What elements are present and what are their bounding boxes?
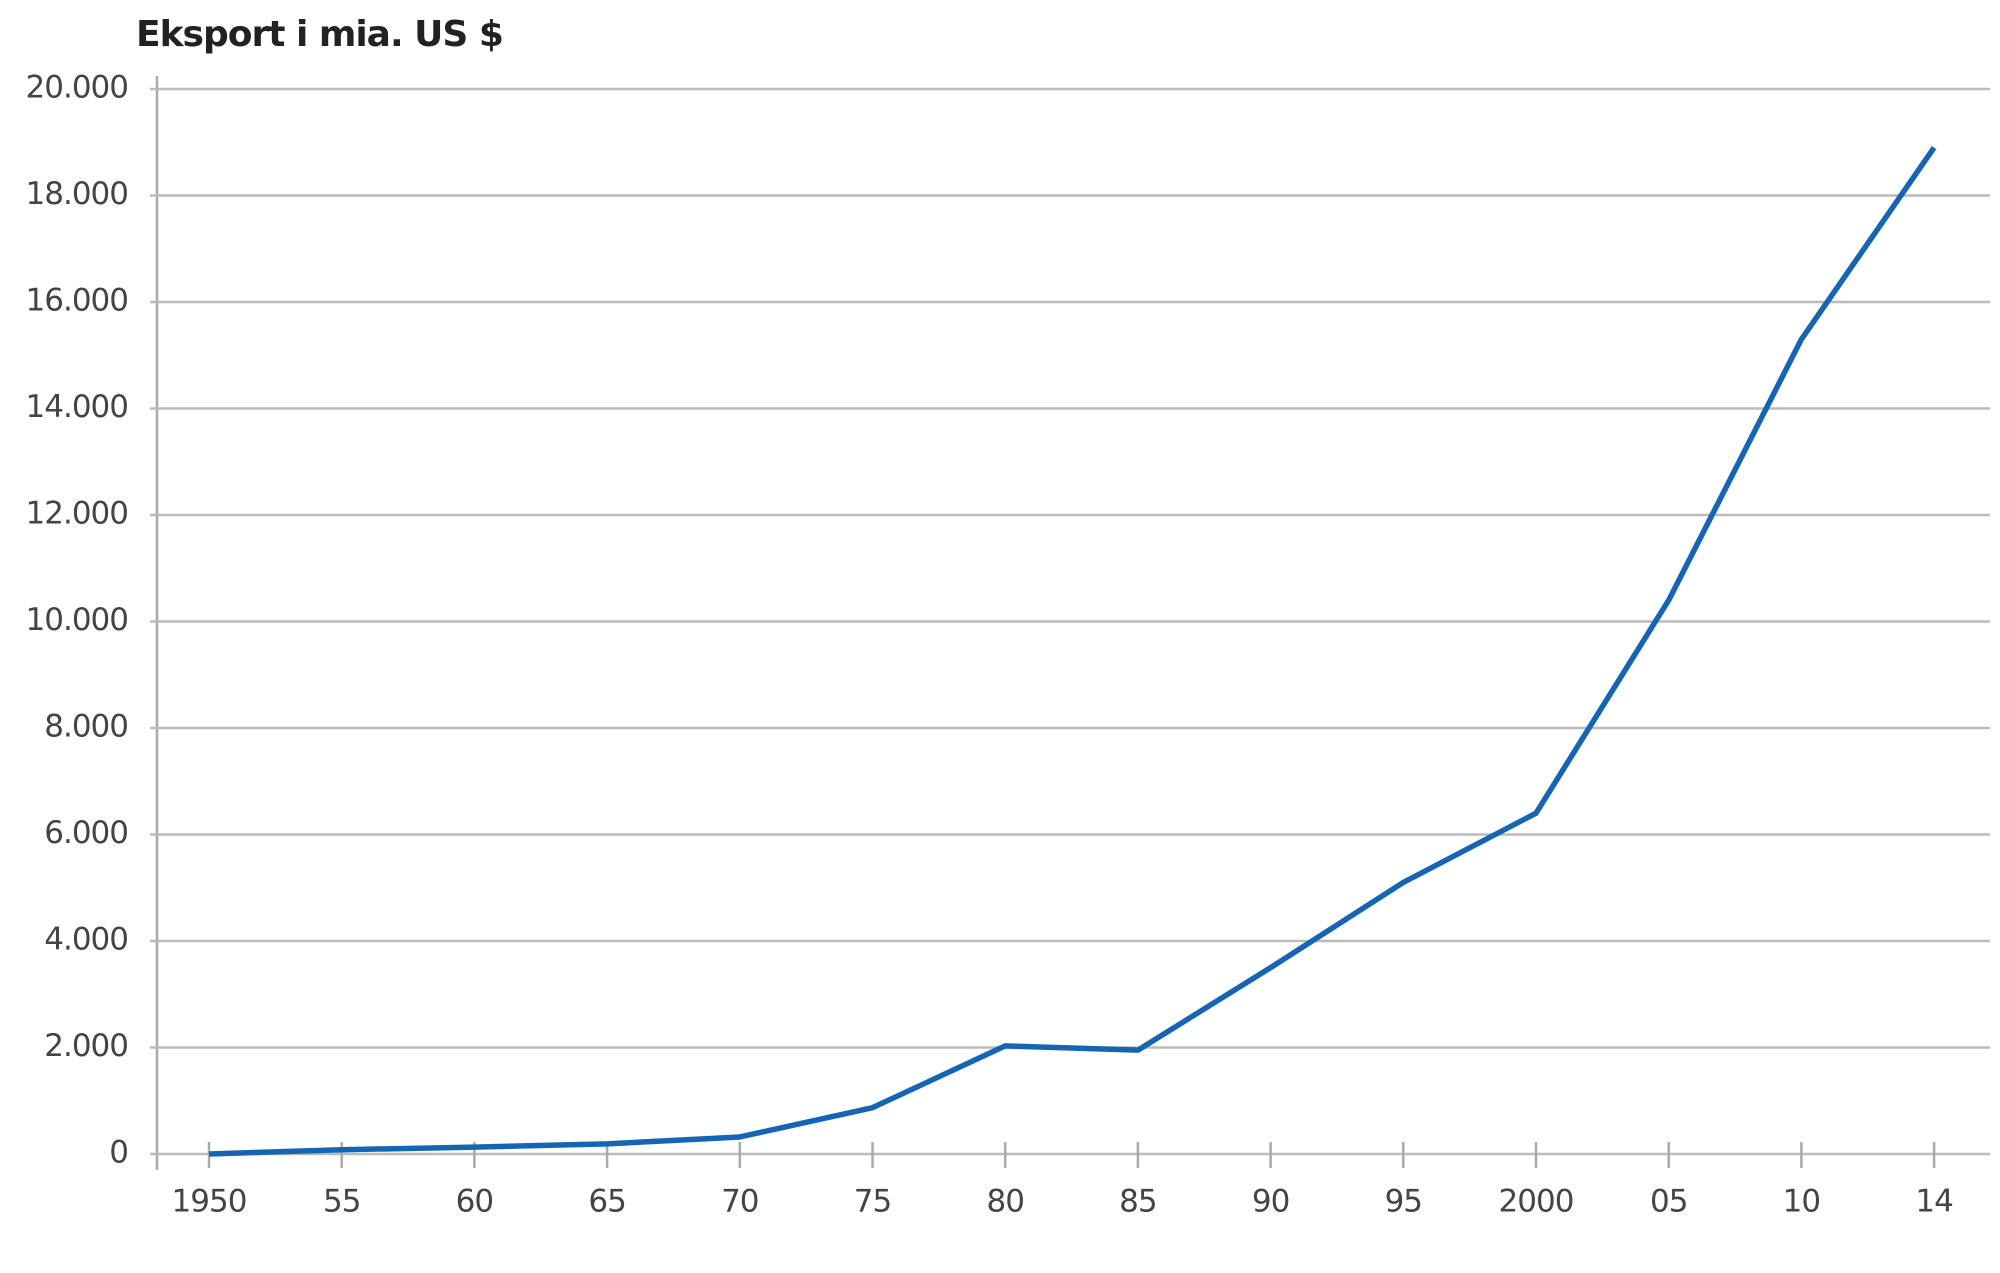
y-tick-label: 14.000 <box>26 389 128 425</box>
x-tick-label: 2000 <box>1499 1184 1574 1220</box>
y-tick-label: 20.000 <box>26 70 128 106</box>
y-tick-label: 0 <box>109 1135 128 1171</box>
x-tick-label: 75 <box>854 1184 891 1220</box>
x-tick-label: 80 <box>986 1184 1023 1220</box>
x-tick-label: 10 <box>1783 1184 1820 1220</box>
x-tick-label: 70 <box>721 1184 758 1220</box>
x-tick-label: 14 <box>1915 1184 1952 1220</box>
x-tick-label: 55 <box>323 1184 360 1220</box>
y-tick-label: 12.000 <box>26 496 128 532</box>
x-tick-label: 95 <box>1385 1184 1422 1220</box>
x-tick-label: 05 <box>1650 1184 1687 1220</box>
x-tick-label: 1950 <box>172 1184 247 1220</box>
y-tick-label: 8.000 <box>44 709 128 745</box>
x-tick-label: 65 <box>588 1184 625 1220</box>
y-tick-label: 2.000 <box>44 1028 128 1064</box>
x-tick-label: 60 <box>456 1184 493 1220</box>
line <box>208 146 1937 1157</box>
x-tick-label: 90 <box>1252 1184 1289 1220</box>
y-tick-label: 16.000 <box>26 283 128 319</box>
y-tick-label: 6.000 <box>44 815 128 851</box>
y-tick-label: 10.000 <box>26 602 128 638</box>
y-tick-label: 18.000 <box>26 176 128 212</box>
y-tick-label: 4.000 <box>44 922 128 958</box>
x-tick-label: 85 <box>1119 1184 1156 1220</box>
chart-title: Eksport i mia. US $ <box>136 14 503 55</box>
